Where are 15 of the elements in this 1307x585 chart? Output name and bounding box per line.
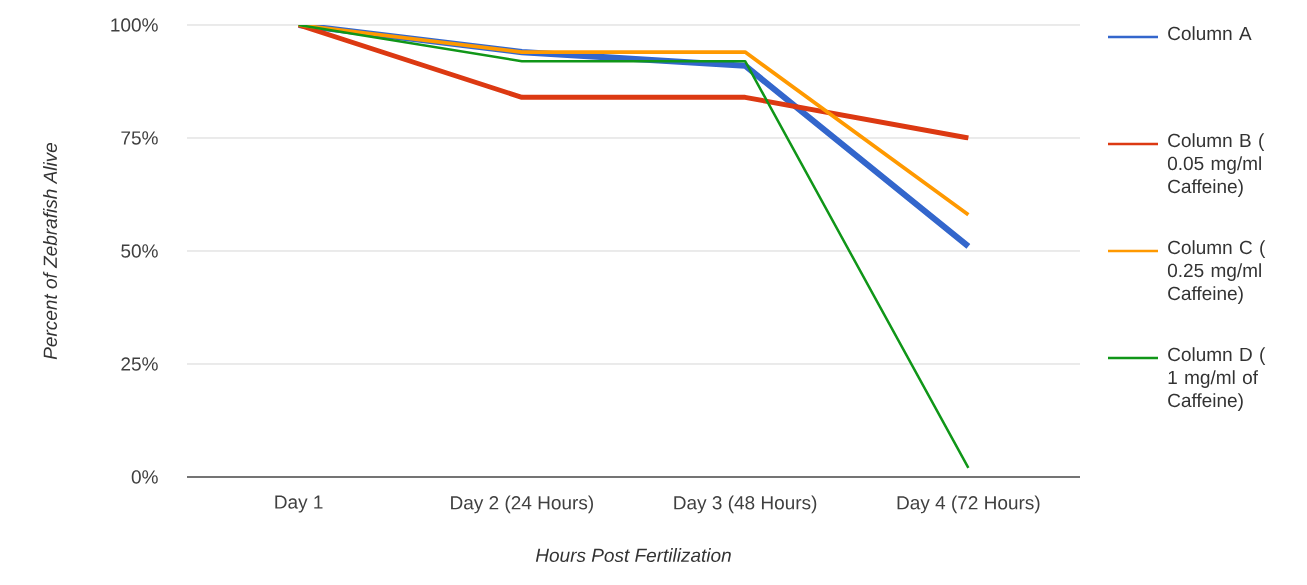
x-tick-label: Day 4 (72 Hours): [897, 495, 1040, 514]
x-tick-label: Day 2 (24 Hours): [451, 495, 593, 514]
x-axis-title: Hours Post Fertilization: [535, 548, 731, 563]
y-tick-label: 25%: [121, 357, 158, 371]
y-axis-title: Percent of Zebrafish Alive: [43, 142, 58, 360]
x-tick-label: Day 1: [275, 495, 323, 513]
legend-label: Column A: [1168, 26, 1252, 41]
legend-label: Column C ( 0.25 mg/ml Caffeine): [1167, 240, 1266, 304]
y-tick-label: 100%: [111, 18, 158, 32]
y-tick-label: 75%: [121, 131, 158, 145]
legend-label: Column D ( 1 mg/ml of Caffeine): [1168, 347, 1266, 411]
y-tick-label: 0%: [131, 470, 158, 484]
x-tick-label: Day 3 (48 Hours): [674, 495, 817, 514]
legend-label: Column B ( 0.05 mg/ml Caffeine): [1167, 133, 1265, 197]
y-tick-label: 50%: [121, 244, 158, 258]
